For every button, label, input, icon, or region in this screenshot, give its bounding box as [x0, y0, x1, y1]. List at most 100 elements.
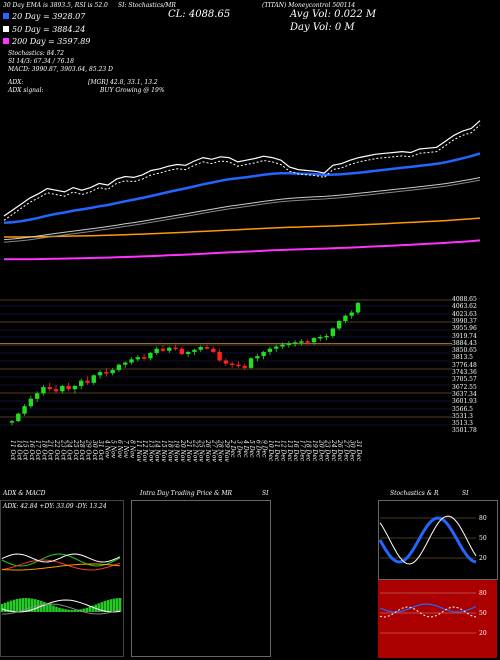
adx-panel-values: ADX: 42.84 +DY: 33.09 -DY: 13.24	[3, 503, 107, 510]
price-tick: 3501.78	[452, 427, 477, 435]
rsi-level-80: 80	[479, 590, 487, 597]
rsi-level-50: 50	[479, 610, 487, 617]
candle-body	[198, 346, 203, 350]
price-tick: 3531.3	[452, 412, 473, 420]
minus-dy-line	[1, 559, 121, 571]
adx-white-line	[1, 553, 121, 563]
price-tick: 4063.62	[452, 303, 477, 311]
macd-bar	[55, 606, 58, 612]
ema-chart	[3, 120, 481, 261]
stochastics-panel	[378, 500, 498, 580]
candle-body	[79, 380, 84, 386]
date-tick: 15 Oct	[21, 440, 29, 461]
candle-body	[229, 363, 235, 366]
date-tick: 28 Oct	[78, 440, 86, 461]
macd-bar	[24, 598, 28, 612]
date-tick: 11 Dec	[273, 440, 281, 462]
date-tick: 18 Dec	[304, 440, 312, 462]
candle-body	[91, 375, 96, 383]
date-tick: 20 Nov	[178, 440, 186, 462]
macd-bar	[82, 608, 85, 612]
date-tick: 16 Oct	[27, 440, 35, 461]
candle-body	[211, 348, 216, 352]
adx-label: ADX:	[8, 79, 24, 86]
macd-bar	[76, 609, 79, 612]
candle-body	[66, 385, 71, 390]
date-tick: 13 Nov	[147, 440, 155, 462]
candle-body	[116, 364, 122, 371]
candle-body	[261, 351, 266, 357]
date-tick: 11 Nov	[134, 440, 142, 462]
macd-bar	[0, 604, 4, 612]
ema50b-line	[3, 179, 481, 243]
plus-dy-line	[1, 553, 121, 567]
candle-body	[9, 421, 15, 423]
date-tick: 22 Oct	[53, 440, 61, 461]
candle-body	[72, 385, 78, 390]
adx-signal-label: ADX signal:	[8, 87, 44, 94]
ema20-label: 20 Day = 3928.07	[3, 12, 85, 21]
date-tick: 19 Dec	[310, 440, 318, 462]
macd-bar	[88, 606, 92, 612]
macd-bar	[100, 602, 104, 612]
macd-bar	[85, 607, 89, 612]
macd-bar	[21, 598, 25, 612]
candle-body	[267, 348, 273, 352]
candle-body	[248, 358, 254, 368]
candle-body	[97, 372, 103, 376]
date-tick: 24 Oct	[65, 440, 73, 461]
price-tick: 3813.5	[452, 354, 473, 362]
ema20-swatch	[3, 13, 9, 19]
macd-bar	[103, 601, 107, 612]
candle-body	[129, 359, 134, 363]
price-tick: 3884.43	[452, 339, 477, 347]
macd-bar	[3, 602, 7, 612]
candle-body	[141, 357, 147, 359]
date-tick: 21 Oct	[46, 440, 54, 461]
candle-body	[336, 321, 342, 329]
price-tick: 3850.65	[452, 347, 477, 355]
price-tick: 3672.55	[452, 383, 477, 391]
macd-bar	[46, 603, 49, 612]
macd-signal-line	[2, 603, 121, 615]
date-tick: 11 Oct	[9, 440, 16, 461]
stoch-d-line	[379, 515, 477, 565]
macd-bar	[106, 600, 110, 612]
date-tick: 27 Dec	[342, 440, 350, 462]
adx-line	[1, 563, 121, 571]
date-tick: 21 Nov	[185, 440, 193, 462]
date-tick: 20 Dec	[317, 440, 325, 462]
price-axis: 4088.65 4063.62 4023.63 3990.37 3955.96 3919.…	[452, 296, 500, 436]
candle-body	[192, 349, 197, 352]
candle-body	[148, 352, 153, 359]
candle-body	[60, 385, 65, 392]
date-tick: 15 Nov	[159, 440, 167, 462]
date-tick: 22 Nov	[191, 440, 199, 462]
date-tick: 29 Oct	[84, 440, 92, 461]
macd-bar	[91, 605, 95, 612]
date-tick: 5 Nov	[109, 440, 117, 458]
candle-body	[167, 347, 172, 351]
ema200-swatch	[3, 38, 9, 44]
day-volume: Day Vol: 0 M	[290, 22, 355, 33]
date-tick: 23 Dec	[323, 440, 331, 462]
macd-bar	[43, 601, 46, 612]
macd-bar	[15, 598, 19, 612]
candle-body	[286, 343, 291, 345]
price-tick: 4088.65	[452, 296, 477, 303]
date-tick: 31 Dec	[355, 440, 362, 462]
macd-bar	[115, 598, 119, 612]
macd-bar	[61, 608, 64, 612]
date-tick: 6 Nov	[115, 440, 123, 458]
candle-body	[22, 406, 27, 414]
price-tick: 3637.34	[452, 390, 477, 398]
macd-bar	[33, 599, 37, 612]
macd-bar	[67, 609, 70, 612]
macd-bar	[70, 609, 73, 612]
date-tick: 23 Oct	[59, 440, 67, 461]
date-tick: 14 Nov	[153, 440, 161, 462]
macd-bar	[6, 601, 10, 612]
date-tick: 12 Dec	[279, 440, 287, 462]
avg-volume: Avg Vol: 0.022 M	[290, 9, 377, 20]
